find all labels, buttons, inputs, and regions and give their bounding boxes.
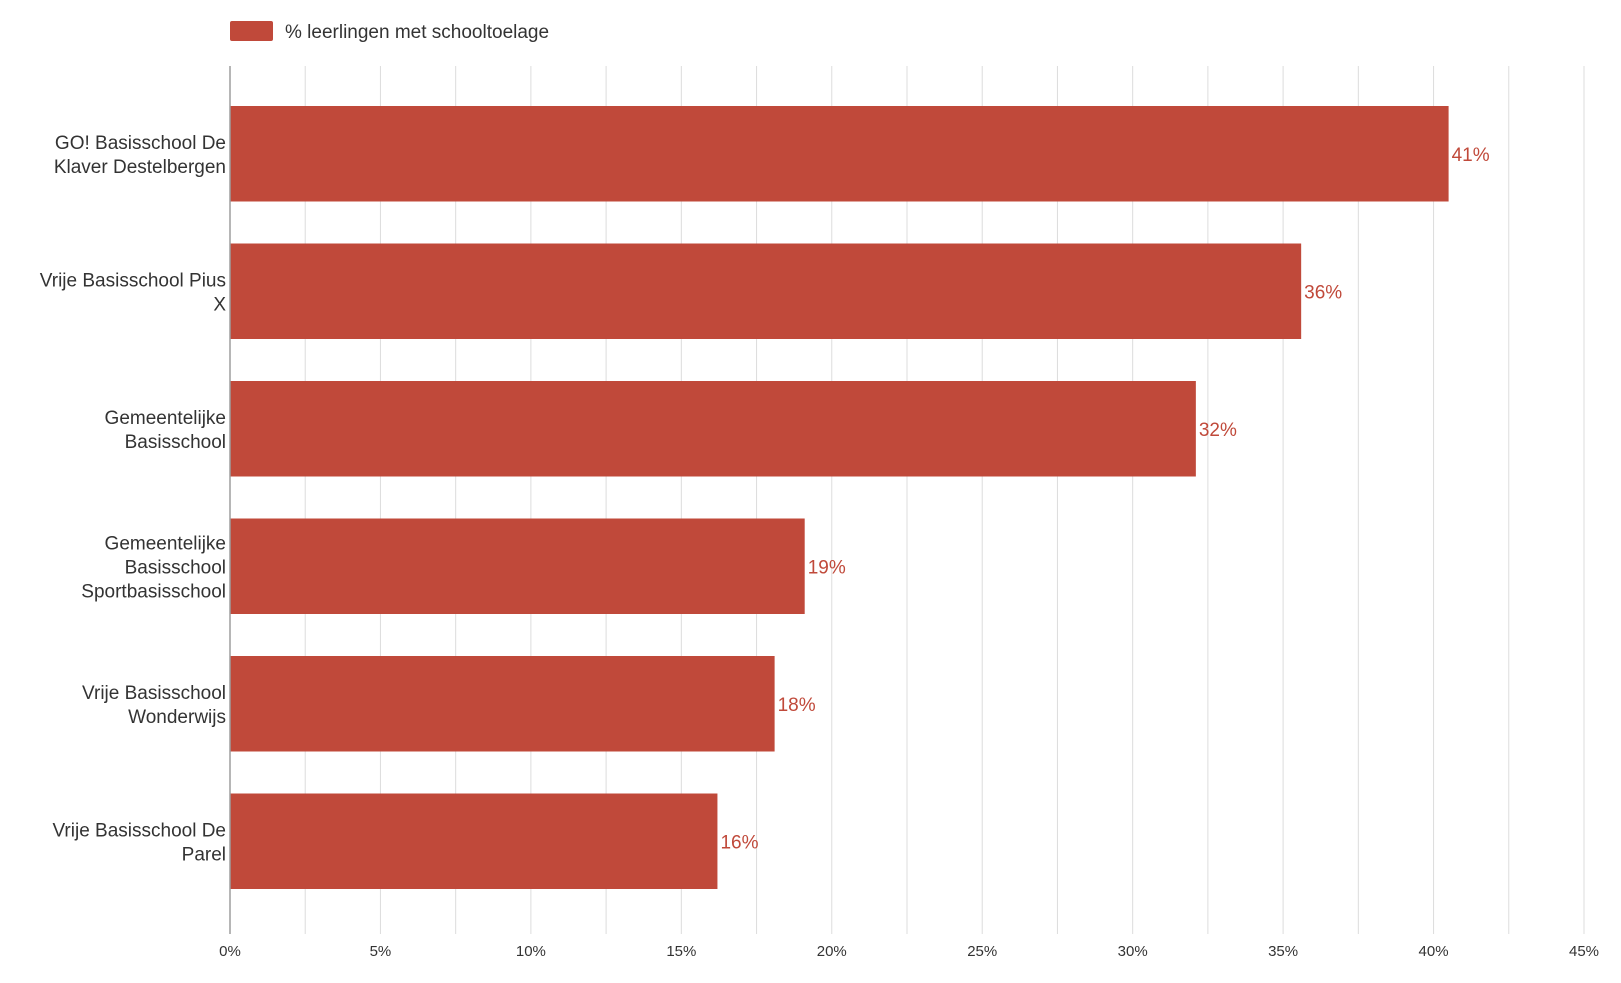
bar: [230, 381, 1196, 477]
data-label: 19%: [808, 557, 846, 578]
data-label: 32%: [1199, 420, 1237, 441]
x-tick-label: 10%: [516, 943, 546, 960]
bar: [230, 793, 718, 889]
data-labels: 41% 36% 32% 19% 18% 16%: [720, 145, 1489, 854]
category-label: Gemeentelijke Basisschool Sportbasisschool: [81, 533, 226, 602]
category-label: Vrije Basisschool Pius X: [40, 270, 227, 315]
category-label: Gemeentelijke Basisschool: [105, 408, 226, 453]
bar: [230, 243, 1302, 339]
x-tick-label: 5%: [370, 943, 392, 960]
gridlines: [304, 66, 1585, 934]
data-label: 41%: [1452, 145, 1490, 166]
x-tick-label: 35%: [1268, 943, 1298, 960]
category-label: Vrije Basisschool Wonderwijs: [82, 683, 226, 728]
x-tick-label: 45%: [1569, 943, 1599, 960]
data-label: 36%: [1304, 282, 1342, 303]
legend: % leerlingen met schooltoelage: [230, 21, 549, 43]
category-labels: GO! Basisschool De Klaver Destelbergen Vri…: [40, 133, 227, 866]
bar: [230, 656, 775, 752]
x-tick-label: 20%: [817, 943, 847, 960]
x-tick-label: 0%: [219, 943, 241, 960]
data-label: 16%: [720, 832, 758, 853]
data-label: 18%: [778, 695, 816, 716]
x-tick-label: 40%: [1419, 943, 1449, 960]
bar: [230, 106, 1449, 202]
category-label: Vrije Basisschool De Parel: [52, 820, 226, 865]
bar: [230, 518, 805, 614]
x-axis-tick-labels: 0% 5% 10% 15% 20% 25% 30% 35% 40% 45%: [219, 943, 1599, 960]
x-tick-label: 30%: [1118, 943, 1148, 960]
legend-label: % leerlingen met schooltoelage: [285, 22, 549, 43]
bars: [230, 106, 1449, 889]
legend-swatch: [230, 21, 273, 41]
category-label: GO! Basisschool De Klaver Destelbergen: [54, 133, 226, 178]
x-tick-label: 25%: [967, 943, 997, 960]
x-tick-label: 15%: [666, 943, 696, 960]
